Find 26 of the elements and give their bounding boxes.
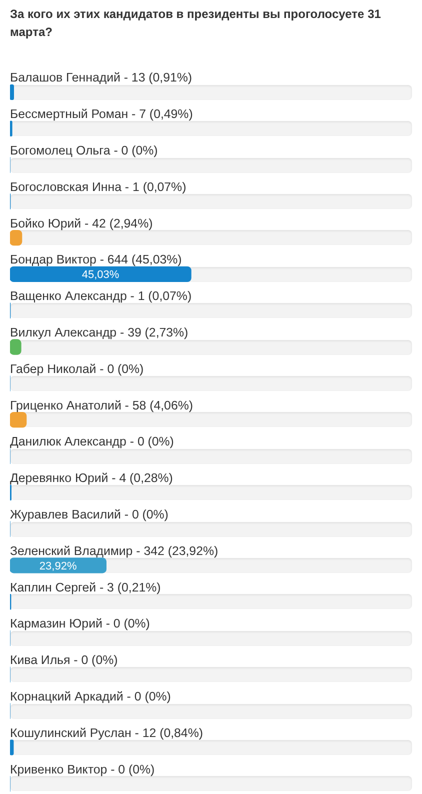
y-tick-label: Данилюк Александр - 0 (0%): [10, 434, 174, 449]
chart-title: За кого их этих кандидатов в президенты вы проголосуете 31 марта?: [10, 6, 382, 41]
y-tick-label: Бессмертный Роман - 7 (0,49%): [10, 107, 193, 122]
y-tick-label: Зеленский Владимир - 342 (23,92%): [10, 544, 218, 558]
y-tick-label: Балашов Геннадий - 13 (0,91%): [10, 70, 192, 85]
data-label: 23,92%: [39, 560, 77, 572]
y-tick-label: Габер Николай - 0 (0%): [10, 362, 144, 376]
data-label: 45,03%: [82, 269, 120, 282]
y-tick-label: Вилкул Александр - 39 (2,73%): [10, 326, 188, 340]
y-tick-label: Каплин Сергей - 3 (0,21%): [10, 580, 161, 594]
y-tick-label: Богомолец Ольга - 0 (0%): [10, 144, 158, 158]
y-tick-label: Бойко Юрий - 42 (2,94%): [10, 216, 153, 230]
y-tick-label: Корнацкий Аркадий - 0 (0%): [10, 690, 171, 704]
y-tick-label: Кива Илья - 0 (0%): [10, 653, 118, 668]
y-tick-label: Бондар Виктор - 644 (45,03%): [10, 252, 182, 267]
bar: [10, 740, 14, 756]
y-tick-label: Ващенко Александр - 1 (0,07%): [10, 289, 192, 304]
bar: [10, 412, 27, 428]
y-tick-label: Кошулинский Руслан - 12 (0,84%): [10, 726, 203, 740]
y-tick-label: Богословская Инна - 1 (0,07%): [10, 180, 186, 194]
bar: [10, 84, 14, 100]
y-tick-label: Кармазин Юрий - 0 (0%): [10, 616, 150, 631]
y-tick-label: Деревянко Юрий - 4 (0,28%): [10, 471, 173, 486]
y-tick-label: Журавлев Василий - 0 (0%): [10, 508, 168, 522]
y-tick-label: Кривенко Виктор - 0 (0%): [10, 762, 155, 776]
y-tick-label: Гриценко Анатолий - 58 (4,06%): [10, 398, 193, 412]
